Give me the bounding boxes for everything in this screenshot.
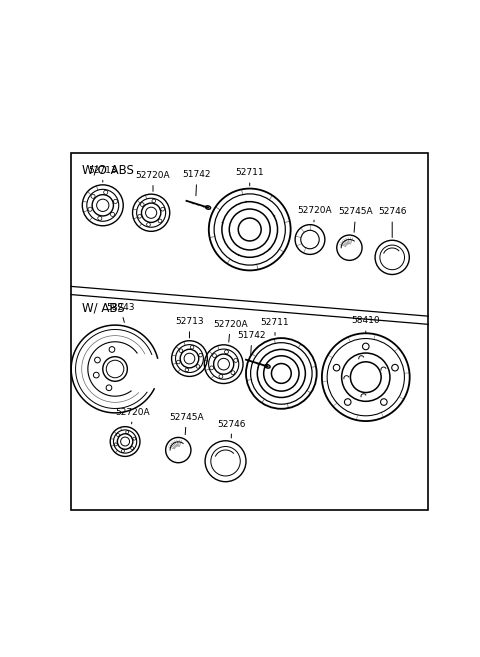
Text: 52713: 52713 xyxy=(88,166,117,182)
Text: 52711: 52711 xyxy=(235,168,264,186)
Text: 52746: 52746 xyxy=(378,208,407,237)
Ellipse shape xyxy=(265,365,270,368)
Text: 51742: 51742 xyxy=(183,170,211,196)
Ellipse shape xyxy=(205,206,211,210)
Text: 52720A: 52720A xyxy=(115,407,150,424)
Text: 52745A: 52745A xyxy=(169,413,204,435)
Text: W/ ABS: W/ ABS xyxy=(83,301,125,314)
Text: 52711: 52711 xyxy=(261,318,289,335)
Text: 52713: 52713 xyxy=(175,317,204,338)
Text: W/O ABS: W/O ABS xyxy=(83,164,134,177)
Text: 52720A: 52720A xyxy=(298,206,332,222)
Text: 58410: 58410 xyxy=(351,317,380,333)
Text: 52746: 52746 xyxy=(217,420,246,438)
Text: 52745A: 52745A xyxy=(338,208,373,233)
Text: 52720A: 52720A xyxy=(213,320,248,342)
Text: 51742: 51742 xyxy=(238,331,266,356)
Text: 52720A: 52720A xyxy=(136,171,170,191)
Text: 58243: 58243 xyxy=(106,303,134,323)
